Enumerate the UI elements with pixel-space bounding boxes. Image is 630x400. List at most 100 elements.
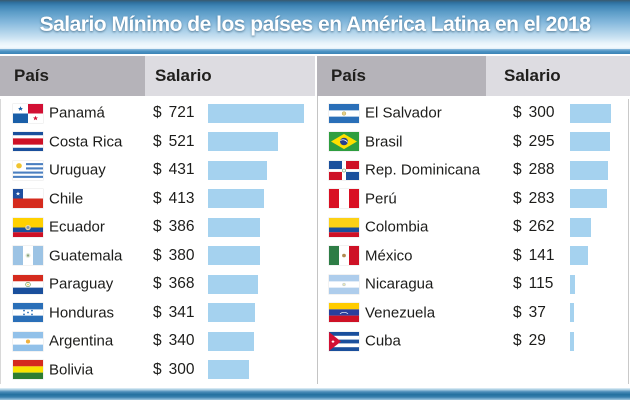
currency-symbol: $ (153, 332, 162, 350)
title-banner: Salario Mínimo de los países en América … (0, 0, 630, 49)
country-label: Argentina (49, 332, 114, 350)
flag-panama-icon (13, 103, 43, 123)
salary-bar (570, 331, 574, 351)
salary-value: $413 (153, 190, 195, 208)
bottom-banner (0, 388, 630, 400)
salary-bar (208, 217, 260, 237)
salary-amount: 721 (168, 104, 195, 122)
table-row: Cuba $29 (317, 327, 628, 356)
table-row: Brasil $295 (317, 128, 628, 157)
salary-bar (208, 303, 255, 323)
salary-bar (208, 160, 267, 180)
flag-chile-icon (13, 189, 43, 209)
salary-amount: 380 (168, 246, 195, 264)
table-row: Paraguay $368 (1, 270, 318, 299)
salary-value: $283 (513, 190, 555, 208)
salary-value: $37 (513, 304, 546, 322)
flag-cuba-icon (329, 331, 359, 351)
salary-value: $380 (153, 247, 195, 265)
country-label: Brasil (365, 133, 403, 151)
flag-nicaragua-icon (329, 274, 359, 294)
table-header-right: País Salario (317, 56, 630, 96)
salary-bar (570, 132, 610, 152)
salary-value: $386 (153, 218, 195, 236)
country-label: Colombia (365, 218, 429, 236)
salary-amount: 413 (168, 189, 195, 207)
currency-symbol: $ (513, 332, 522, 350)
salary-amount: 340 (168, 332, 195, 350)
salary-amount: 262 (528, 218, 555, 236)
table-row: Uruguay $431 (1, 156, 318, 185)
country-label: Panamá (49, 104, 105, 122)
salary-bar (570, 189, 607, 209)
flag-colombia-icon (329, 217, 359, 237)
currency-symbol: $ (153, 189, 162, 207)
column-header-salario: Salario (145, 56, 315, 96)
table-row: El Salvador $300 (317, 99, 628, 128)
column-header-pais: País (317, 56, 486, 96)
salary-value: $262 (513, 218, 555, 236)
column-header-salario: Salario (486, 56, 630, 96)
currency-symbol: $ (513, 189, 522, 207)
salary-value: $521 (153, 133, 195, 151)
country-label: El Salvador (365, 104, 442, 122)
country-label: México (365, 247, 413, 265)
flag-bolivia-icon (13, 360, 43, 380)
page-title: Salario Mínimo de los países en América … (39, 12, 591, 36)
country-label: Ecuador (49, 218, 105, 236)
country-label: Guatemala (49, 247, 123, 265)
currency-symbol: $ (513, 132, 522, 150)
salary-bar (208, 360, 249, 380)
flag-peru-icon (329, 189, 359, 209)
flag-paraguay-icon (13, 274, 43, 294)
table-row: Rep. Dominicana $288 (317, 156, 628, 185)
salary-bar (570, 160, 608, 180)
salary-amount: 29 (528, 332, 546, 350)
currency-symbol: $ (513, 275, 522, 293)
salary-bar (208, 189, 264, 209)
table-row: Argentina $340 (1, 327, 318, 356)
table-body-left: Panamá $721 Costa Rica $521 Uruguay $431 Chile… (0, 99, 318, 384)
table-header-left: País Salario (0, 56, 315, 96)
table-row: Colombia $262 (317, 213, 628, 242)
salary-amount: 431 (168, 161, 195, 179)
salary-value: $300 (153, 361, 195, 379)
flag-elsalvador-icon (329, 103, 359, 123)
salary-value: $295 (513, 133, 555, 151)
salary-value: $431 (153, 161, 195, 179)
salary-bar (208, 246, 260, 266)
salary-bar (570, 217, 591, 237)
column-header-pais: País (0, 56, 145, 96)
table-row: México $141 (317, 242, 628, 271)
salary-amount: 521 (168, 132, 195, 150)
salary-value: $368 (153, 275, 195, 293)
country-label: Chile (49, 190, 84, 208)
country-label: Uruguay (49, 161, 106, 179)
flag-guatemala-icon (13, 246, 43, 266)
salary-amount: 141 (528, 246, 555, 264)
salary-bar (570, 303, 574, 323)
salary-bar (208, 132, 278, 152)
salary-amount: 288 (528, 161, 555, 179)
country-label: Rep. Dominicana (365, 161, 481, 179)
currency-symbol: $ (153, 303, 162, 321)
salary-value: $115 (513, 275, 553, 293)
salary-value: $141 (513, 247, 555, 265)
country-label: Paraguay (49, 275, 114, 293)
salary-amount: 368 (168, 275, 195, 293)
currency-symbol: $ (513, 218, 522, 236)
salary-amount: 283 (528, 189, 555, 207)
salary-value: $340 (153, 332, 195, 350)
salary-bar (208, 103, 304, 123)
salary-amount: 37 (528, 303, 546, 321)
salary-bar (208, 274, 258, 294)
salary-value: $300 (513, 104, 555, 122)
title-stripe (0, 49, 630, 54)
salary-value: $341 (153, 304, 195, 322)
currency-symbol: $ (153, 161, 162, 179)
currency-symbol: $ (513, 246, 522, 264)
currency-symbol: $ (513, 104, 522, 122)
flag-honduras-icon (13, 303, 43, 323)
country-label: Bolivia (49, 361, 94, 379)
